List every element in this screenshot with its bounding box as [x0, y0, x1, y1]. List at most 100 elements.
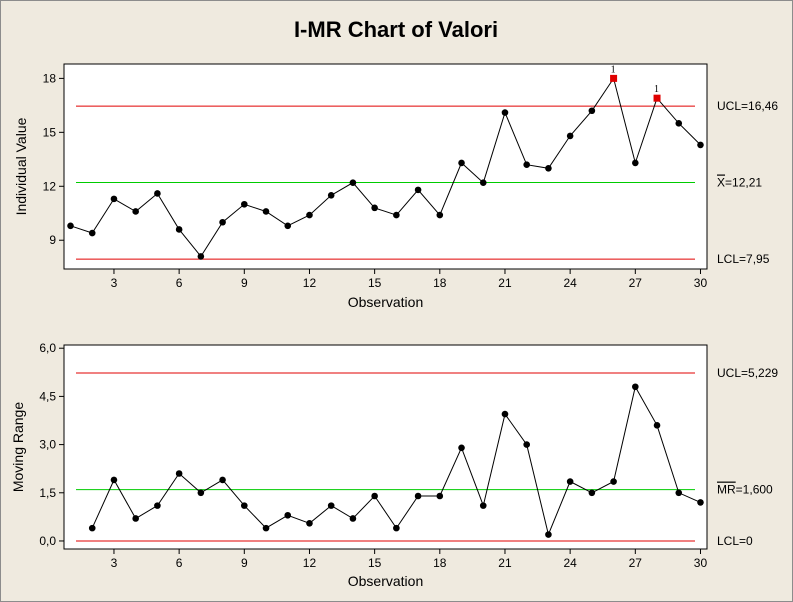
x-axis-title: Observation: [348, 294, 423, 310]
x-axis-title: Observation: [348, 573, 423, 589]
data-point: [479, 179, 487, 186]
data-point: [393, 211, 400, 219]
data-point: [632, 159, 639, 167]
data-point: [349, 515, 357, 522]
data-point: [88, 524, 96, 532]
center-value: =1,600: [736, 483, 773, 497]
data-point: [262, 524, 270, 532]
ucl-label: UCL=5,229: [717, 366, 778, 380]
x-tick-label: 3: [111, 276, 118, 290]
data-point: [284, 511, 292, 519]
data-point: [588, 107, 596, 115]
y-tick-label: 18: [43, 71, 57, 85]
x-tick-label: 18: [433, 276, 447, 290]
data-point: [132, 515, 139, 522]
flag-label: 1: [654, 84, 659, 95]
y-tick-label: 6,0: [39, 341, 56, 355]
data-point: [110, 195, 118, 203]
y-tick-label: 0,0: [39, 534, 56, 548]
ucl-label: UCL=16,46: [717, 99, 778, 113]
x-tick-label: 12: [303, 276, 317, 290]
data-point: [523, 161, 530, 169]
data-point: [241, 502, 248, 509]
data-point: [284, 222, 292, 230]
data-point: [588, 489, 596, 497]
center-label: X=12,21: [717, 176, 762, 190]
data-point: [436, 492, 444, 500]
data-point: [545, 531, 552, 538]
center-symbol: X: [717, 176, 725, 190]
data-point: [327, 502, 335, 509]
data-point: [697, 499, 704, 506]
data-point: [501, 109, 509, 116]
x-tick-label: 9: [241, 556, 248, 570]
center-label: MR=1,600: [717, 483, 773, 497]
data-point: [653, 422, 661, 429]
data-point: [154, 502, 161, 509]
data-point: [458, 159, 465, 167]
individuals-panel: 9 12 15 18 3 6 9 12 15 18 21 24 27 30 Observation Indiv…: [13, 63, 778, 310]
y-tick-label: 15: [43, 125, 57, 139]
data-point: [175, 470, 183, 477]
data-point: [523, 441, 530, 448]
x-tick-label: 6: [176, 276, 183, 290]
y-tick-label: 4,5: [39, 389, 56, 403]
data-point: [306, 211, 313, 219]
data-point: [110, 476, 118, 484]
chart-title: I-MR Chart of Valori: [294, 17, 498, 42]
data-point: [632, 383, 639, 391]
x-tick-label: 3: [111, 556, 118, 570]
data-point: [371, 492, 378, 500]
data-point: [88, 229, 96, 237]
x-tick-label: 6: [176, 556, 183, 570]
x-tick-label: 15: [368, 556, 382, 570]
center-symbol: MR: [717, 483, 736, 497]
plot-area: [63, 344, 708, 550]
data-point: [67, 222, 74, 230]
data-point: [197, 489, 205, 497]
y-tick-label: 12: [43, 179, 57, 193]
data-point: [545, 164, 552, 172]
data-point: [306, 519, 313, 527]
x-tick-label: 18: [433, 556, 447, 570]
data-point: [327, 191, 335, 199]
data-point: [175, 226, 183, 233]
x-tick-label: 30: [694, 556, 708, 570]
data-point: [566, 478, 574, 485]
data-point: [197, 253, 205, 260]
data-point: [697, 141, 704, 149]
data-point: [349, 179, 357, 186]
data-point: [154, 190, 161, 197]
data-point: [501, 410, 509, 418]
x-tick-label: 15: [368, 276, 382, 290]
data-point: [414, 492, 422, 500]
data-point: [436, 211, 444, 219]
moving-range-panel: 0,0 1,5 3,0 4,5 6,0 3 6 9 12 15 18 21 24 27 30 Observat…: [10, 341, 778, 589]
data-point: [132, 208, 139, 215]
data-point: [262, 208, 270, 215]
x-tick-label: 30: [694, 276, 708, 290]
data-point: [479, 502, 487, 509]
flagged-point: [610, 74, 618, 82]
data-point: [566, 132, 574, 140]
flag-label: 1: [611, 64, 616, 75]
data-point: [675, 120, 683, 127]
data-point: [219, 218, 226, 226]
data-point: [393, 524, 400, 532]
data-point: [241, 200, 248, 208]
data-point: [371, 204, 378, 212]
data-point: [458, 444, 465, 452]
y-axis-title: Moving Range: [10, 402, 26, 492]
x-tick-label: 24: [563, 556, 577, 570]
x-tick-label: 24: [563, 276, 577, 290]
x-tick-label: 27: [629, 276, 643, 290]
data-line: [70, 77, 701, 258]
y-tick-label: 3,0: [39, 438, 56, 452]
x-tick-label: 9: [241, 276, 248, 290]
data-point: [675, 489, 683, 497]
lcl-label: LCL=7,95: [717, 252, 770, 266]
center-value: =12,21: [725, 176, 762, 190]
data-point: [219, 476, 226, 484]
